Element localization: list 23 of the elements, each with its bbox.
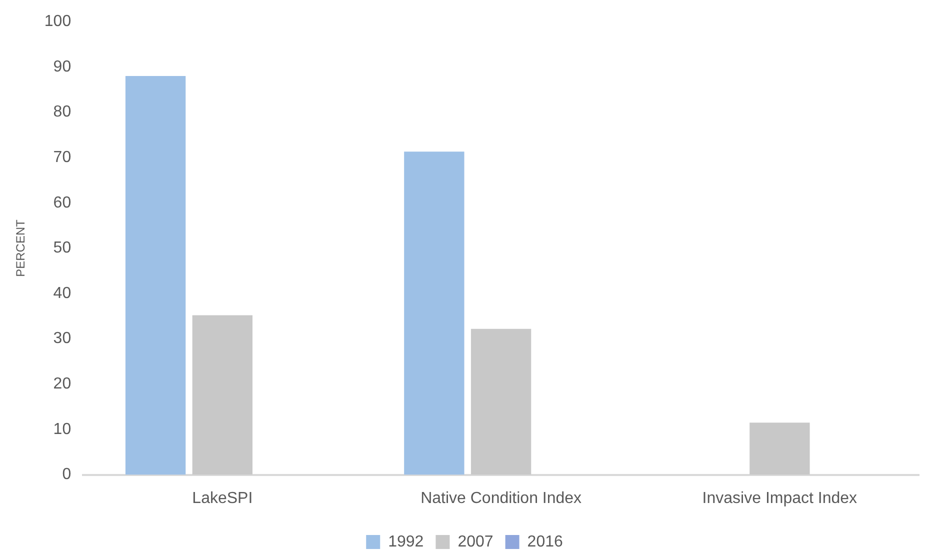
y-tick-label: 80 [53, 104, 72, 121]
bar [192, 315, 253, 475]
x-tick-label: Native Condition Index [420, 490, 582, 507]
y-tick-label: 70 [53, 148, 72, 166]
legend-label: 2007 [458, 533, 494, 550]
y-axis-title: PERCENT [14, 218, 28, 277]
x-tick-label: Invasive Impact Index [702, 490, 858, 507]
bar [470, 328, 532, 475]
x-tick-label: LakeSPI [192, 490, 253, 507]
y-tick-label: 40 [53, 284, 72, 302]
y-tick-label: 20 [53, 376, 72, 393]
y-tick-label: 0 [62, 466, 72, 484]
bar [750, 422, 810, 475]
bar [404, 152, 464, 475]
y-tick-label: 10 [53, 420, 72, 438]
legend-label: 2016 [527, 533, 563, 550]
y-tick-label: 30 [53, 330, 72, 348]
y-tick-label: 100 [44, 13, 72, 30]
y-tick-label: 50 [53, 240, 72, 257]
legend-label: 1992 [388, 533, 424, 550]
y-tick-label: 90 [53, 58, 72, 76]
bar [125, 76, 186, 475]
y-tick-label: 60 [53, 194, 72, 212]
